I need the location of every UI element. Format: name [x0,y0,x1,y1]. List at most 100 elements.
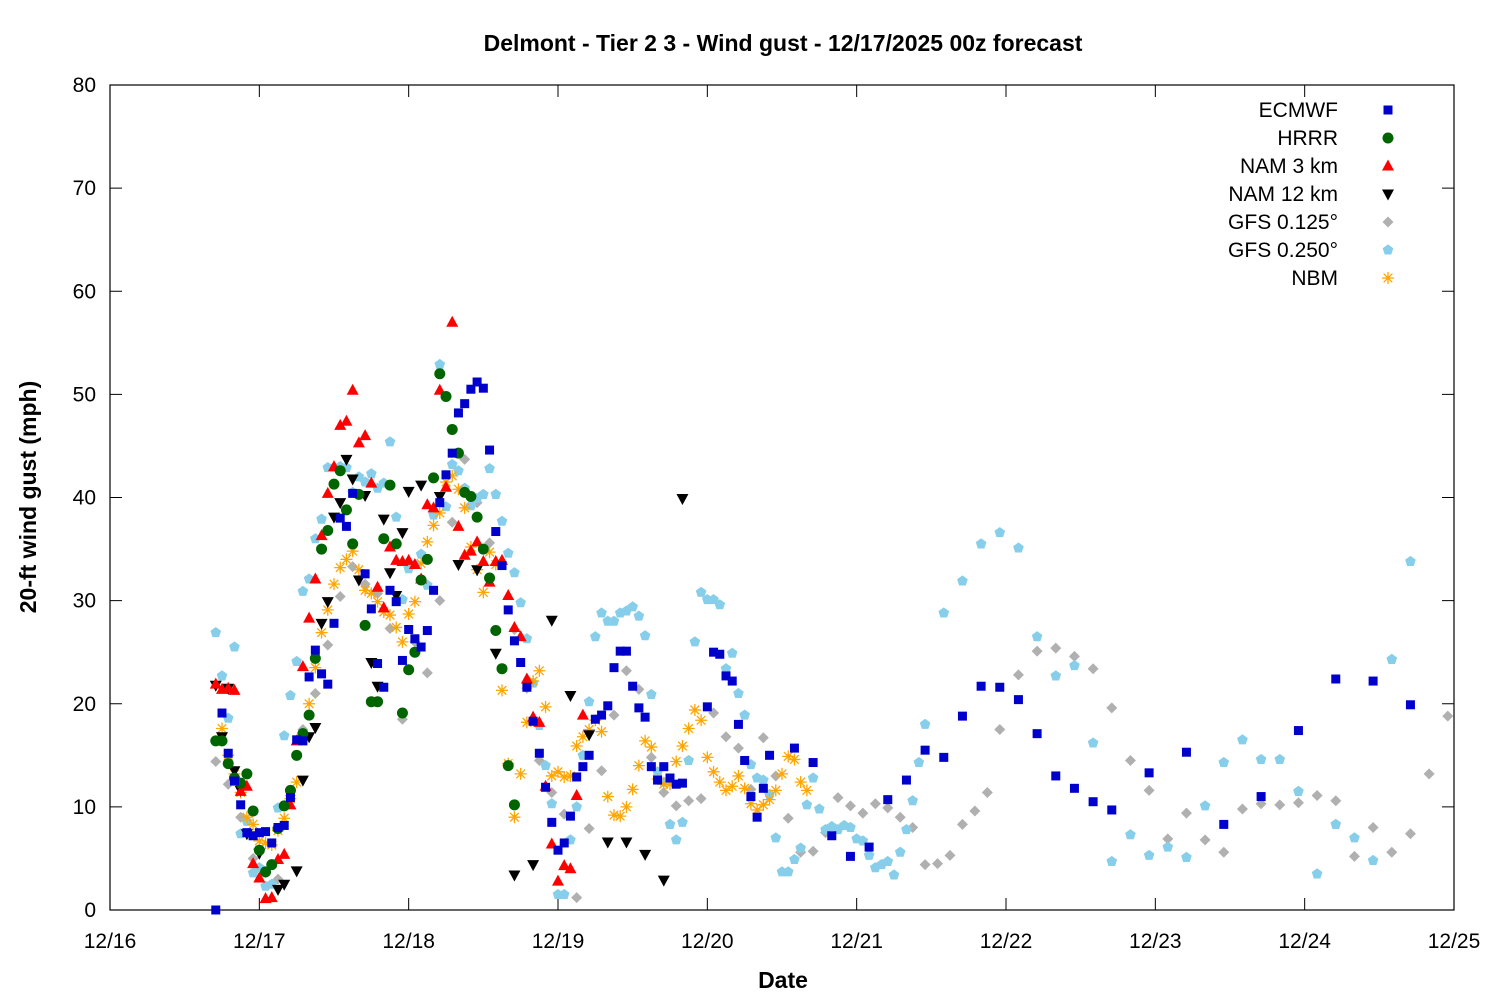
data-point [919,718,931,729]
data-point [707,765,720,778]
data-point [564,691,577,702]
data-point [452,483,465,496]
data-point [1162,841,1174,852]
data-point [516,658,526,667]
data-point [453,408,463,418]
data-point [228,683,241,695]
data-point [1367,822,1379,833]
data-point [1219,819,1229,829]
data-point [645,741,658,754]
data-point [634,703,644,713]
data-point [657,778,670,791]
data-point [994,724,1006,736]
data-point [596,607,607,618]
data-point [1386,846,1398,858]
data-point [485,445,495,455]
data-point [253,834,266,847]
data-point [534,748,544,758]
x-axis: 12/16 12/17 12/18 12/19 12/20 12/21 12/22 12/23… [84,85,1481,953]
x-tick-label: 12/16 [84,930,137,953]
data-point [334,498,347,510]
data-point [303,709,315,721]
data-point [1012,669,1024,681]
data-point [944,849,956,861]
data-point [553,845,563,855]
data-point [421,498,434,510]
data-point [340,414,353,426]
data-point [639,630,651,641]
data-point [646,688,657,699]
data-point [329,618,339,628]
data-point [664,778,676,791]
data-point [757,732,769,744]
data-point [1013,695,1023,705]
data-point [864,842,874,852]
data-point [477,586,490,599]
data-point [216,722,228,735]
data-point [240,811,253,824]
data-point [396,528,409,540]
x-tick-label: 12/25 [1428,930,1481,953]
data-point [913,756,925,768]
data-point [994,526,1006,538]
data-point [758,774,769,785]
data-point [272,884,284,896]
data-point [416,642,426,652]
data-point [559,838,569,848]
data-point [1051,771,1061,781]
data-point [384,479,396,491]
data-point [452,560,465,572]
data-point [558,859,571,871]
series-ecmwf [211,377,1415,915]
data-point [708,593,719,605]
data-point [572,772,582,782]
data-point [1106,702,1118,714]
data-point [447,448,457,458]
data-point [340,504,352,516]
legend-marker [1383,105,1393,115]
data-point [408,558,421,570]
data-point [446,315,459,327]
data-point [882,802,894,814]
data-point [539,700,552,713]
data-point [595,725,608,738]
data-point [222,758,234,770]
data-point [484,572,496,584]
data-point [863,849,875,860]
data-point [402,486,415,498]
data-point [489,648,502,660]
y-tick-label: 60 [73,280,96,303]
data-point [471,535,484,547]
data-point [385,585,395,595]
data-point [366,604,376,614]
data-point [628,681,638,691]
data-point [1125,829,1136,840]
data-point [242,828,252,838]
data-point [552,874,564,886]
data-point [689,636,701,647]
data-point [466,384,476,394]
data-point [514,767,527,780]
data-point [316,513,327,524]
data-point [373,659,383,669]
data-point [1050,642,1062,654]
data-point [576,730,589,743]
data-point [1069,659,1080,671]
data-point [565,811,575,821]
legend-marker [1382,189,1394,201]
data-point [1199,800,1211,811]
data-point [496,515,508,526]
data-point [1368,676,1378,686]
data-point [571,801,582,812]
data-point [1349,832,1360,843]
data-point [490,625,502,637]
data-point [1274,799,1286,811]
data-point [1144,768,1154,778]
data-point [720,663,732,674]
data-point [285,689,296,701]
data-point [676,494,689,506]
x-tick-label: 12/18 [382,930,435,953]
data-point [789,743,799,753]
data-point [210,756,222,767]
data-point [390,511,402,522]
